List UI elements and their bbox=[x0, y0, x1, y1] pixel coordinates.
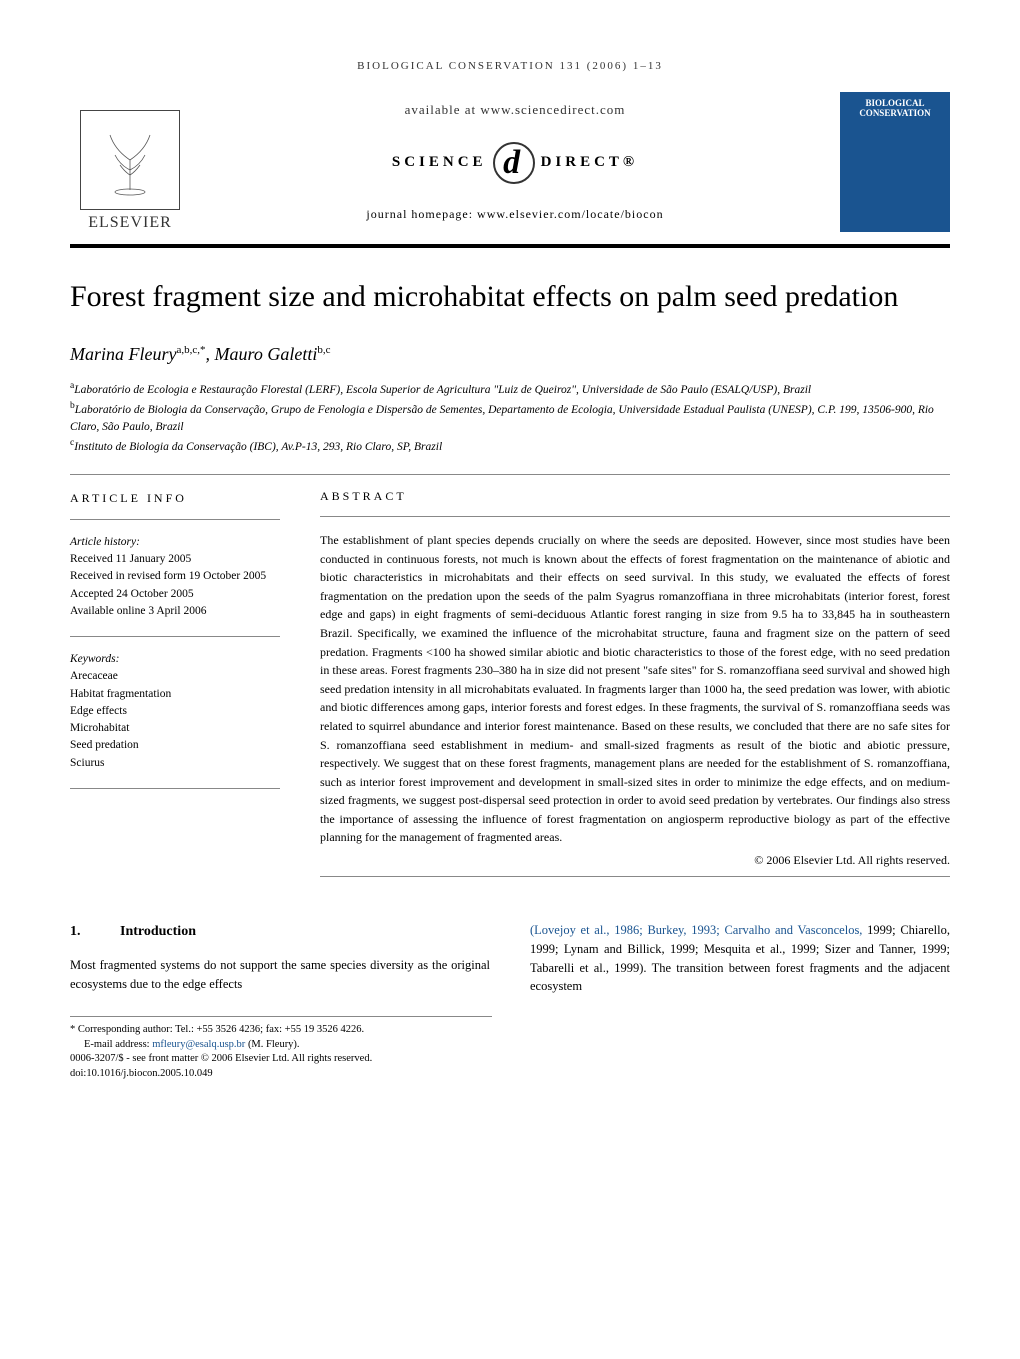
cover-title: BIOLOGICAL CONSERVATION bbox=[846, 98, 944, 118]
article-title: Forest fragment size and microhabitat ef… bbox=[70, 278, 950, 316]
footnotes: * Corresponding author: Tel.: +55 3526 4… bbox=[70, 1016, 492, 1082]
doi-line: doi:10.1016/j.biocon.2005.10.049 bbox=[70, 1067, 492, 1082]
available-at: available at www.sciencedirect.com bbox=[405, 102, 626, 118]
keyword: Sciurus bbox=[70, 755, 280, 772]
history-accepted: Accepted 24 October 2005 bbox=[70, 586, 280, 603]
article-info: ARTICLE INFO Article history: Received 1… bbox=[70, 489, 280, 891]
sd-left: SCIENCE bbox=[392, 154, 487, 171]
issn-line: 0006-3207/$ - see front matter © 2006 El… bbox=[70, 1052, 492, 1067]
keyword: Seed predation bbox=[70, 737, 280, 754]
author-1: Marina Fleury bbox=[70, 344, 176, 364]
corresponding-author: * Corresponding author: Tel.: +55 3526 4… bbox=[70, 1023, 492, 1038]
section-heading: 1.Introduction bbox=[70, 921, 490, 942]
body-col-left: 1.Introduction Most fragmented systems d… bbox=[70, 921, 490, 996]
info-divider-1 bbox=[70, 519, 280, 520]
aff-b: Laboratório de Biologia da Conservação, … bbox=[70, 403, 934, 432]
aff-a: Laboratório de Ecologia e Restauração Fl… bbox=[74, 383, 811, 395]
journal-cover: BIOLOGICAL CONSERVATION bbox=[840, 92, 950, 232]
keyword: Arecaceae bbox=[70, 668, 280, 685]
journal-homepage: journal homepage: www.elsevier.com/locat… bbox=[366, 207, 663, 222]
history-label: Article history: bbox=[70, 534, 280, 551]
email-label: E-mail address: bbox=[84, 1039, 152, 1050]
history-online: Available online 3 April 2006 bbox=[70, 603, 280, 620]
body-col-right: (Lovejoy et al., 1986; Burkey, 1993; Car… bbox=[530, 921, 950, 996]
sd-right: DIRECT® bbox=[541, 154, 639, 171]
history-revised: Received in revised form 19 October 2005 bbox=[70, 568, 280, 585]
authors: Marina Fleurya,b,c,*, Mauro Galettib,c bbox=[70, 344, 950, 365]
divider bbox=[70, 474, 950, 475]
abstract-divider-2 bbox=[320, 876, 950, 877]
copyright: © 2006 Elsevier Ltd. All rights reserved… bbox=[320, 853, 950, 868]
elsevier-tree-icon bbox=[80, 110, 180, 210]
keyword: Edge effects bbox=[70, 703, 280, 720]
top-banner: ELSEVIER available at www.sciencedirect.… bbox=[70, 92, 950, 248]
abstract-heading: ABSTRACT bbox=[320, 489, 950, 504]
abstract-text: The establishment of plant species depen… bbox=[320, 531, 950, 847]
sciencedirect-logo: SCIENCE d DIRECT® bbox=[392, 142, 638, 184]
body-columns: 1.Introduction Most fragmented systems d… bbox=[70, 921, 950, 996]
email-link[interactable]: mfleury@esalq.usp.br bbox=[152, 1039, 245, 1050]
center-banner: available at www.sciencedirect.com SCIEN… bbox=[210, 92, 820, 232]
keyword: Microhabitat bbox=[70, 720, 280, 737]
info-divider-2 bbox=[70, 636, 280, 637]
keywords-block: Keywords: Arecaceae Habitat fragmentatio… bbox=[70, 651, 280, 772]
author-1-sup: a,b,c,* bbox=[176, 344, 205, 356]
keywords-label: Keywords: bbox=[70, 651, 280, 668]
keyword: Habitat fragmentation bbox=[70, 686, 280, 703]
aff-c: Instituto de Biologia da Conservação (IB… bbox=[74, 441, 442, 453]
elsevier-text: ELSEVIER bbox=[88, 214, 172, 232]
sd-d-icon: d bbox=[493, 142, 535, 184]
author-2-sup: b,c bbox=[317, 344, 330, 356]
article-history: Article history: Received 11 January 200… bbox=[70, 534, 280, 620]
section-num: 1. bbox=[70, 921, 120, 942]
reference-link[interactable]: (Lovejoy et al., 1986; Burkey, 1993; Car… bbox=[530, 923, 862, 937]
body-text-left: Most fragmented systems do not support t… bbox=[70, 956, 490, 994]
author-2: Mauro Galetti bbox=[215, 344, 318, 364]
info-abstract-row: ARTICLE INFO Article history: Received 1… bbox=[70, 489, 950, 891]
affiliations: aLaboratório de Ecologia e Restauração F… bbox=[70, 379, 950, 456]
elsevier-logo: ELSEVIER bbox=[70, 92, 190, 232]
section-title: Introduction bbox=[120, 924, 196, 939]
body-text-right: (Lovejoy et al., 1986; Burkey, 1993; Car… bbox=[530, 921, 950, 996]
email-suffix: (M. Fleury). bbox=[245, 1039, 299, 1050]
info-divider-3 bbox=[70, 788, 280, 789]
info-heading: ARTICLE INFO bbox=[70, 489, 280, 507]
abstract-divider-1 bbox=[320, 516, 950, 517]
abstract-column: ABSTRACT The establishment of plant spec… bbox=[320, 489, 950, 891]
history-received: Received 11 January 2005 bbox=[70, 551, 280, 568]
running-header: BIOLOGICAL CONSERVATION 131 (2006) 1–13 bbox=[70, 60, 950, 72]
author-sep: , bbox=[206, 344, 215, 364]
